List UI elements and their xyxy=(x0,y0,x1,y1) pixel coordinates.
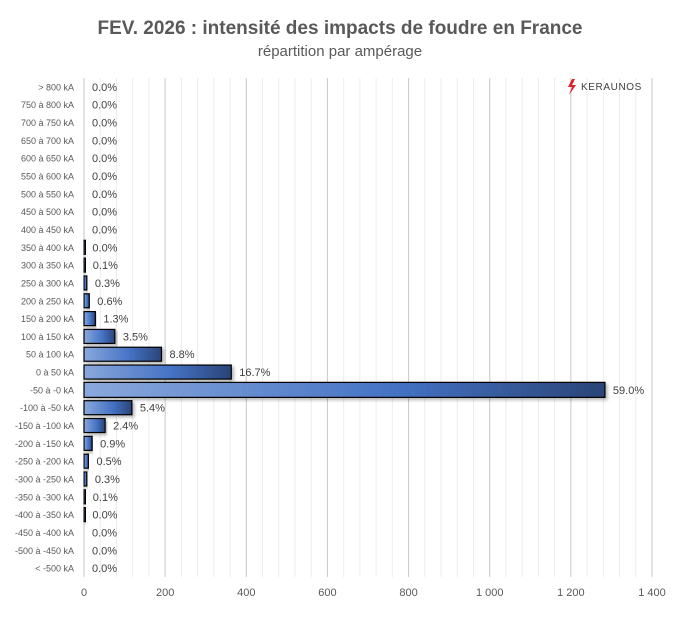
bar xyxy=(83,275,88,291)
data-label: 0.1% xyxy=(93,260,118,272)
category-label: -500 à -450 kA xyxy=(15,546,74,556)
lightning-icon xyxy=(568,79,576,95)
category-label: 700 à 750 kA xyxy=(21,118,74,128)
x-tick-label: 0 xyxy=(81,587,87,599)
data-label: 0.0% xyxy=(92,135,117,147)
category-label: 400 à 450 kA xyxy=(21,225,74,235)
bar xyxy=(83,435,93,451)
bar xyxy=(83,453,90,469)
data-label: 0.6% xyxy=(97,296,122,308)
category-label: 100 à 150 kA xyxy=(21,332,74,342)
category-label: > 800 kA xyxy=(38,82,74,92)
data-label: 59.0% xyxy=(613,385,644,397)
data-label: 0.0% xyxy=(92,82,117,94)
category-label: 350 à 400 kA xyxy=(21,243,74,253)
category-label: -100 à -50 kA xyxy=(20,403,74,413)
data-label: 0.5% xyxy=(96,456,121,468)
chart-subtitle: répartition par ampérage xyxy=(258,43,422,60)
bar xyxy=(83,489,87,505)
bar xyxy=(83,507,87,523)
category-label: < -500 kA xyxy=(35,564,74,574)
bar xyxy=(83,257,87,273)
chart-title: FEV. 2026 : intensité des impacts de fou… xyxy=(97,18,582,39)
data-label: 0.9% xyxy=(100,438,125,450)
data-label: 16.7% xyxy=(239,367,270,379)
logo-text: KERAUNOS xyxy=(581,82,642,93)
bar xyxy=(83,328,116,345)
data-label: 0.0% xyxy=(92,153,117,165)
x-tick-label: 200 xyxy=(156,587,174,599)
category-label: -150 à -100 kA xyxy=(15,421,74,431)
category-label: 650 à 700 kA xyxy=(21,136,74,146)
category-label: 450 à 500 kA xyxy=(21,207,74,217)
data-label: 0.0% xyxy=(92,224,117,236)
category-label: 500 à 550 kA xyxy=(21,189,74,199)
bar xyxy=(83,310,96,327)
data-label: 0.0% xyxy=(92,242,117,254)
category-label: 600 à 650 kA xyxy=(21,154,74,164)
bar xyxy=(83,346,163,362)
category-label: -50 à -0 kA xyxy=(30,385,74,395)
category-label: 0 à 50 kA xyxy=(36,368,74,378)
category-label: -300 à -250 kA xyxy=(15,474,74,484)
x-tick-label: 1 400 xyxy=(638,587,666,599)
x-tick-label: 400 xyxy=(237,587,255,599)
data-label: 0.3% xyxy=(95,474,120,486)
data-label: 3.5% xyxy=(123,331,148,343)
data-label: 0.0% xyxy=(92,100,117,112)
bar xyxy=(83,239,87,255)
data-label: 0.1% xyxy=(93,492,118,504)
bar xyxy=(83,293,90,309)
data-label: 0.3% xyxy=(95,278,120,290)
data-label: 0.0% xyxy=(92,563,117,575)
data-label: 0.0% xyxy=(92,510,117,522)
bar xyxy=(83,400,133,416)
data-label: 8.8% xyxy=(169,349,194,361)
bar xyxy=(83,471,88,487)
x-tick-label: 1 000 xyxy=(476,587,504,599)
category-label: 300 à 350 kA xyxy=(21,261,74,271)
data-label: 0.0% xyxy=(92,527,117,539)
x-tick-label: 1 200 xyxy=(557,587,585,599)
category-label: -400 à -350 kA xyxy=(15,510,74,520)
bar xyxy=(83,364,232,380)
bar xyxy=(83,417,106,434)
category-label: 750 à 800 kA xyxy=(21,100,74,110)
category-label: -350 à -300 kA xyxy=(15,492,74,502)
x-tick-label: 800 xyxy=(399,587,417,599)
data-label: 0.0% xyxy=(92,207,117,219)
data-label: 0.0% xyxy=(92,171,117,183)
data-label: 5.4% xyxy=(140,403,165,415)
x-tick-label: 600 xyxy=(318,587,336,599)
data-label: 0.0% xyxy=(92,189,117,201)
bar xyxy=(83,381,606,398)
category-label: 150 à 200 kA xyxy=(21,314,74,324)
data-label: 1.3% xyxy=(103,314,128,326)
category-label: 200 à 250 kA xyxy=(21,296,74,306)
data-label: 0.0% xyxy=(92,118,117,130)
data-label: 0.0% xyxy=(92,545,117,557)
keraunos-logo: KERAUNOS xyxy=(568,79,642,95)
category-label: -200 à -150 kA xyxy=(15,439,74,449)
category-label: 550 à 600 kA xyxy=(21,172,74,182)
category-label: -450 à -400 kA xyxy=(15,528,74,538)
category-label: 250 à 300 kA xyxy=(21,278,74,288)
data-label: 2.4% xyxy=(113,421,138,433)
category-label: -250 à -200 kA xyxy=(15,457,74,467)
category-label: 50 à 100 kA xyxy=(26,350,74,360)
